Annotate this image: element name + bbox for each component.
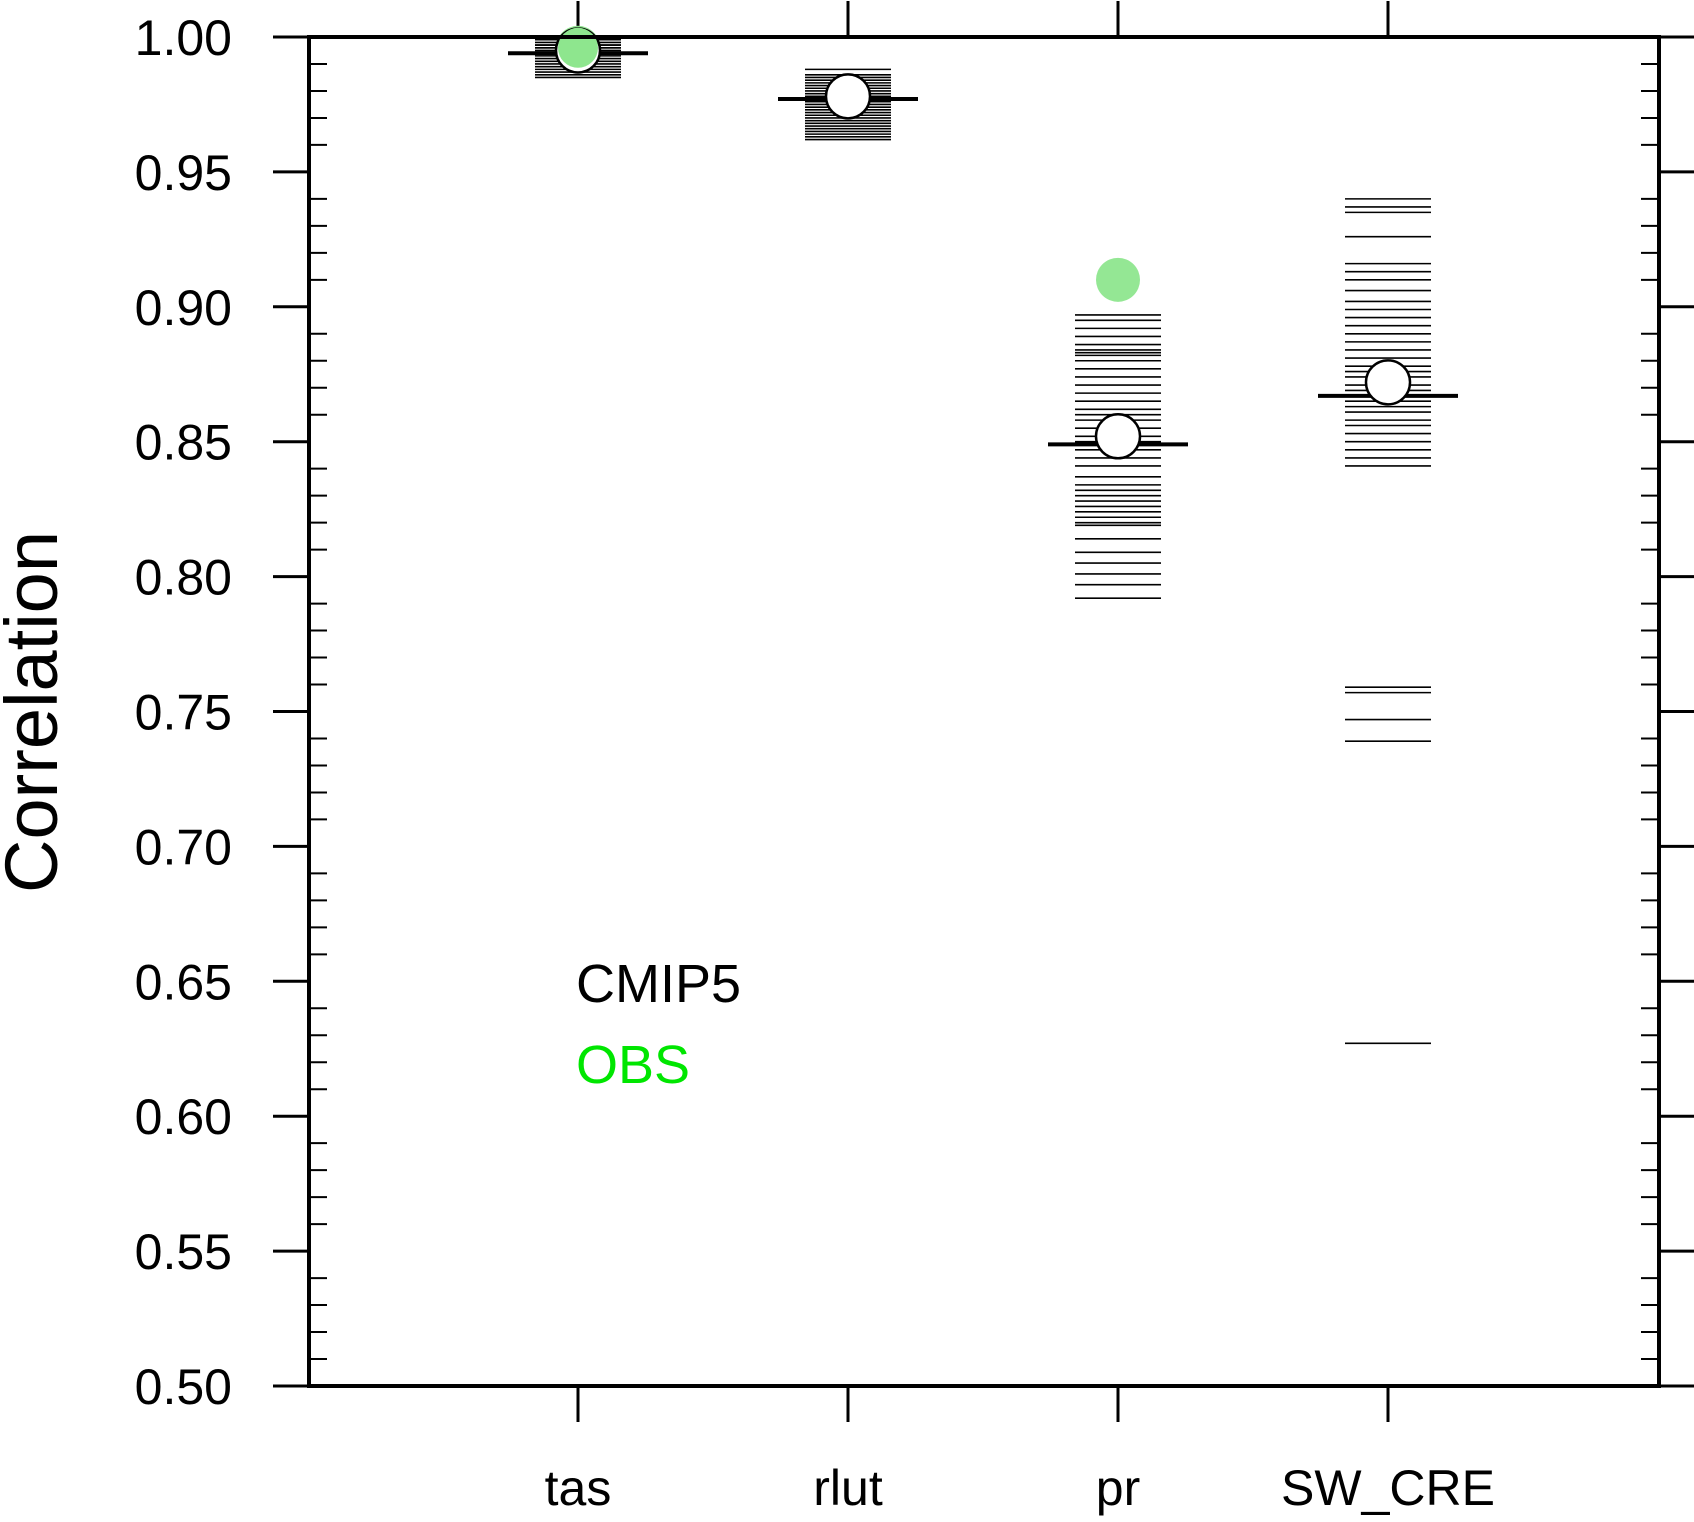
y-tick-label: 0.70 — [135, 819, 232, 875]
y-tick-label: 0.55 — [135, 1224, 232, 1280]
plot-frame — [307, 35, 1661, 1388]
y-tick-label: 0.60 — [135, 1089, 232, 1145]
median-lines — [508, 51, 1458, 447]
obs-markers — [556, 25, 1140, 302]
y-tick-label: 0.50 — [135, 1359, 232, 1415]
mean-marker — [1094, 413, 1142, 460]
y-tick-label: 0.90 — [135, 280, 232, 336]
mean-marker — [1364, 359, 1412, 406]
legend-cmip5: CMIP5 — [576, 954, 741, 1014]
y-tick-label: 0.80 — [135, 550, 232, 606]
mean-markers — [554, 27, 1412, 460]
y-tick-label: 0.65 — [135, 954, 232, 1010]
y-tick-labels: 0.50 0.55 0.60 0.65 0.70 0.75 0.80 0.85 0.90 0.95… — [135, 10, 232, 1415]
x-tick-label-rlut: rlut — [813, 1460, 883, 1516]
y-tick-label: 1.00 — [135, 10, 232, 66]
obs-marker — [1096, 257, 1140, 302]
y-tick-label: 0.75 — [135, 685, 232, 741]
minor-ticks — [308, 62, 1660, 1361]
x-tick-labels: tas rlut pr SW_CRE — [545, 1460, 1495, 1516]
x-tick-label-tas: tas — [545, 1460, 612, 1516]
model-lines — [535, 38, 1431, 1045]
x-ticks — [576, 1, 1390, 1422]
y-tick-label: 0.85 — [135, 415, 232, 471]
x-tick-label-pr: pr — [1096, 1460, 1140, 1516]
y-tick-label: 0.95 — [135, 145, 232, 201]
major-ticks — [273, 35, 1694, 1388]
mean-marker — [824, 73, 872, 120]
x-tick-label-sw-cre: SW_CRE — [1281, 1460, 1495, 1516]
obs-marker — [558, 27, 598, 68]
legend: CMIP5 OBS — [576, 954, 741, 1095]
legend-obs: OBS — [576, 1035, 690, 1095]
y-axis-title: Correlation — [0, 531, 73, 893]
